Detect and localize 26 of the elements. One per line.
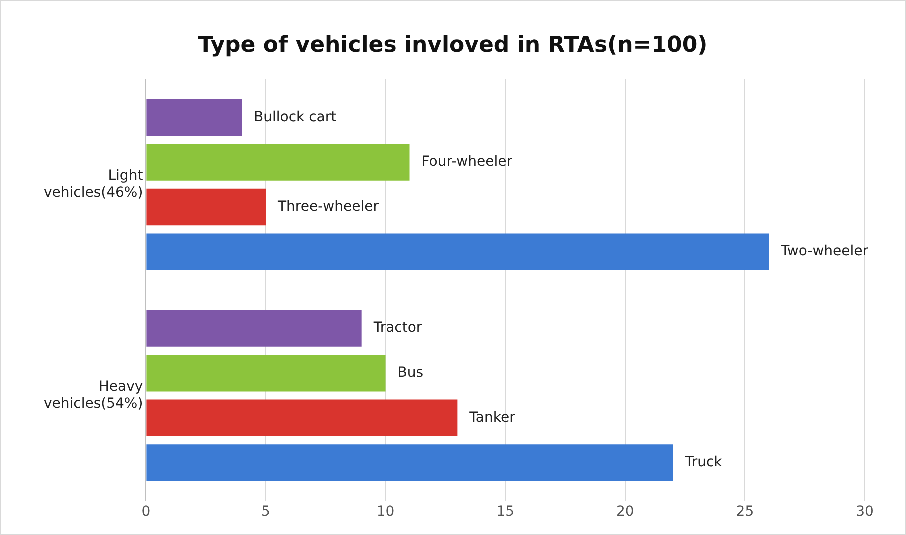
x-tick-label: 0 bbox=[142, 504, 151, 520]
bar bbox=[146, 354, 386, 392]
bar bbox=[146, 444, 674, 482]
data-label: Three-wheeler bbox=[276, 198, 380, 215]
data-label: Two-wheeler bbox=[780, 244, 869, 260]
data-label: Tanker bbox=[468, 410, 516, 426]
chart-title: Type of vehicles invloved in RTAs(n=100) bbox=[198, 32, 708, 58]
bar bbox=[146, 188, 266, 226]
x-tick-label: 15 bbox=[496, 504, 515, 520]
x-tick-label: 25 bbox=[736, 504, 754, 520]
bar bbox=[146, 400, 458, 437]
data-label: Bullock cart bbox=[254, 109, 338, 126]
x-tick-label: 5 bbox=[262, 504, 270, 520]
bar bbox=[146, 310, 362, 347]
data-label: Bus bbox=[398, 364, 424, 381]
bar bbox=[146, 99, 242, 136]
data-label: Four-wheeler bbox=[422, 154, 513, 170]
y-tick-label: Heavy vehicles(54%) bbox=[44, 378, 144, 412]
data-label: Tractor bbox=[372, 320, 422, 336]
x-tick-label: 30 bbox=[856, 504, 874, 520]
x-tick-label: 10 bbox=[376, 504, 395, 520]
y-tick-label: Light vehicles(46%) bbox=[44, 168, 144, 201]
bar bbox=[146, 234, 770, 270]
data-label: Truck bbox=[684, 454, 724, 471]
x-tick-label: 20 bbox=[616, 504, 634, 520]
bar bbox=[146, 144, 410, 181]
